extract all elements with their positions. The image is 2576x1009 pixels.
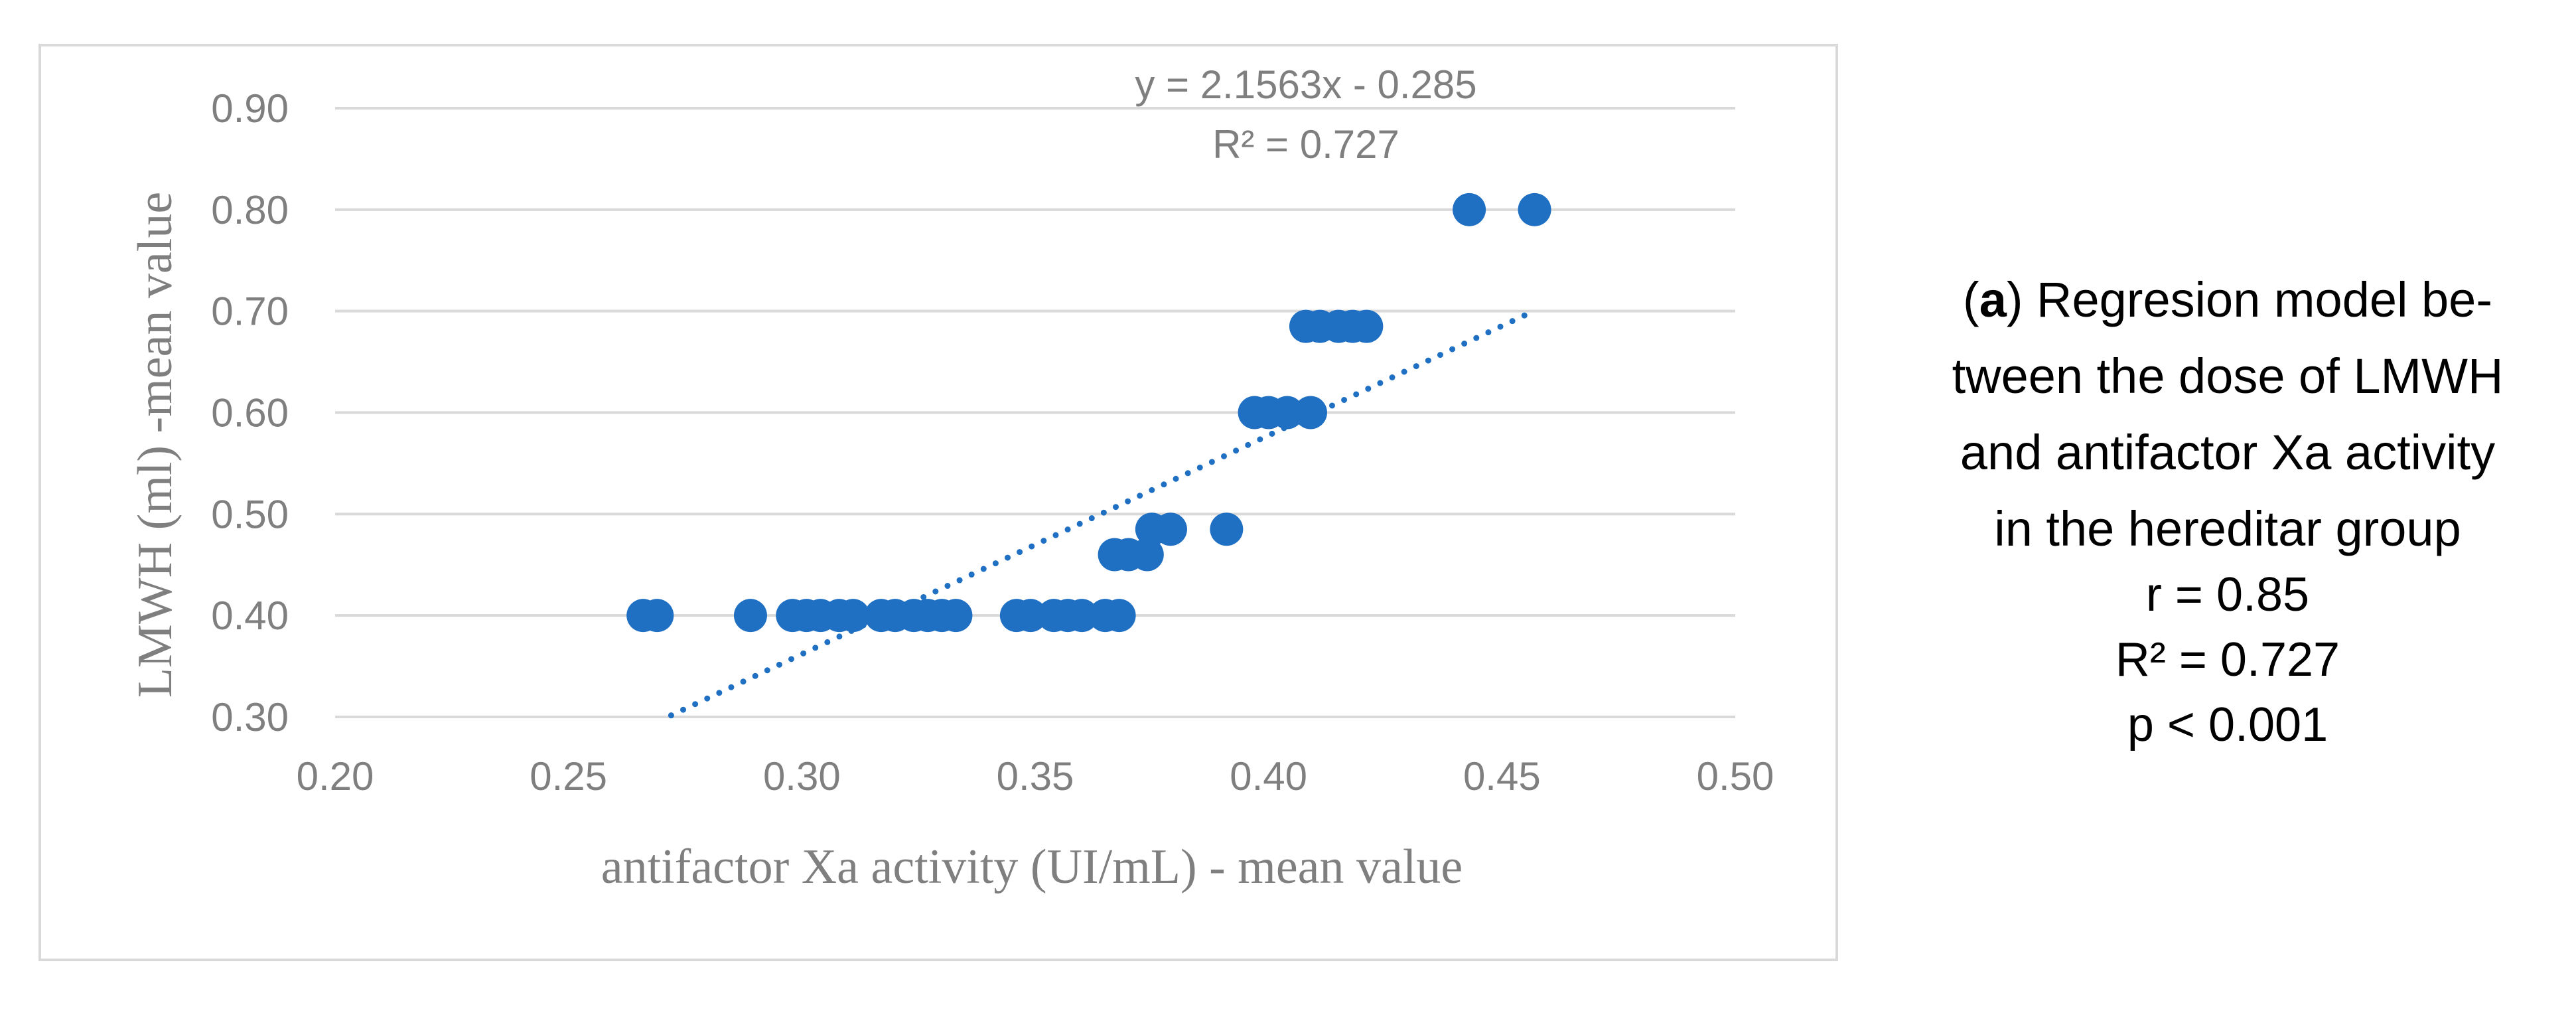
y-tick-label: 0.40 xyxy=(211,593,289,638)
x-tick-label: 0.30 xyxy=(763,754,841,799)
data-point xyxy=(1130,538,1164,572)
chart-frame xyxy=(38,44,1838,961)
data-point xyxy=(1153,512,1187,546)
caption-p: p < 0.001 xyxy=(2127,698,2328,751)
caption-r-squared: R² = 0.727 xyxy=(2115,633,2340,686)
data-point xyxy=(1453,193,1486,226)
data-point xyxy=(733,599,767,633)
trendline-group xyxy=(668,307,1538,719)
x-axis-ticks: 0.20 0.25 0.30 0.35 0.40 0.45 0.50 xyxy=(297,754,1774,799)
caption-line-3: and antifactor Xa activity xyxy=(1960,425,2495,480)
x-tick-label: 0.35 xyxy=(997,754,1074,799)
y-axis-ticks: 0.30 0.40 0.50 0.60 0.70 0.80 0.90 xyxy=(211,86,289,739)
data-points xyxy=(626,193,1551,633)
y-tick-label: 0.60 xyxy=(211,391,289,435)
data-point xyxy=(939,599,973,633)
data-point xyxy=(1013,599,1047,633)
y-tick-label: 0.70 xyxy=(211,289,289,334)
data-point xyxy=(1210,512,1244,546)
y-tick-label: 0.90 xyxy=(211,86,289,131)
caption-panel-label: a xyxy=(1979,272,2007,327)
x-tick-label: 0.40 xyxy=(1230,754,1307,799)
data-point xyxy=(1270,396,1304,429)
trendline xyxy=(668,307,1538,719)
caption-r: r = 0.85 xyxy=(2146,568,2309,621)
caption-line-4: in the hereditar group xyxy=(1994,501,2461,556)
gridlines xyxy=(335,107,1735,718)
y-tick-label: 0.50 xyxy=(211,492,289,536)
caption-text-line-1: Regresion model be- xyxy=(2037,272,2492,327)
y-tick-label: 0.30 xyxy=(211,695,289,739)
data-point xyxy=(640,599,674,633)
data-point xyxy=(1293,396,1327,429)
data-point xyxy=(1518,193,1551,226)
data-point xyxy=(1102,599,1136,633)
data-point xyxy=(1350,309,1384,343)
x-tick-label: 0.50 xyxy=(1697,754,1774,799)
caption: (a) Regresion model be- tween the dose o… xyxy=(1952,272,2504,751)
data-point xyxy=(1065,599,1099,633)
trendline-r-squared: R² = 0.727 xyxy=(1212,122,1399,167)
x-tick-label: 0.25 xyxy=(530,754,607,799)
caption-line-2: tween the dose of LMWH xyxy=(1952,349,2504,404)
y-axis-title: LMWH (ml) -mean value xyxy=(128,192,182,698)
data-point xyxy=(836,599,870,633)
x-axis-title: antifactor Xa activity (UI/mL) - mean va… xyxy=(601,840,1463,894)
x-tick-label: 0.20 xyxy=(297,754,374,799)
caption-line-1: (a) Regresion model be- xyxy=(1963,272,2492,327)
trendline-equation: y = 2.1563x - 0.285 xyxy=(1135,62,1476,107)
x-tick-label: 0.45 xyxy=(1463,754,1541,799)
y-tick-label: 0.80 xyxy=(211,188,289,232)
